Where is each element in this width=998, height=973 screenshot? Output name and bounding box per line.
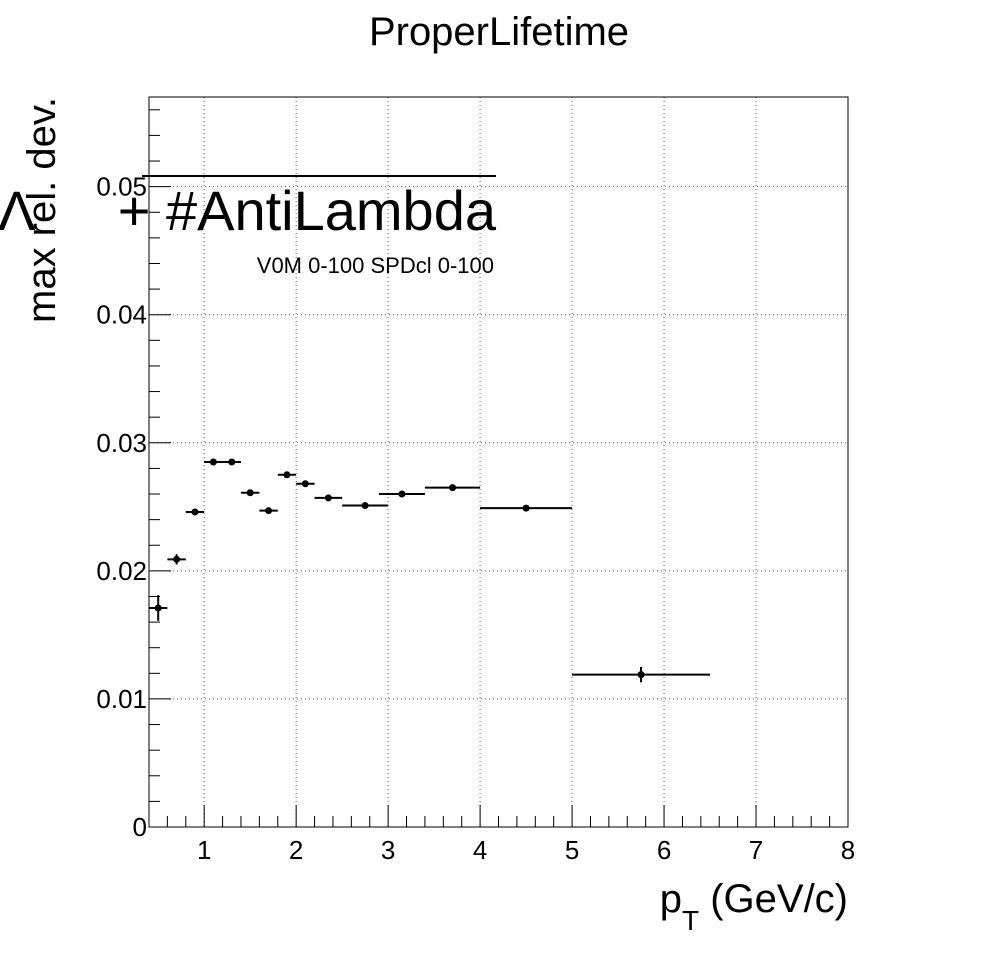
x-axis-label-main: p	[660, 877, 682, 921]
data-point	[259, 507, 278, 515]
data-marker	[265, 507, 273, 515]
x-tick-label: 8	[841, 835, 855, 865]
data-marker	[522, 504, 530, 512]
legend-main-label: + #AntiLambda	[118, 179, 497, 242]
data-marker	[449, 484, 457, 492]
x-axis-label-unit: (GeV/c)	[699, 877, 848, 921]
data-point	[572, 666, 711, 683]
data-marker	[283, 471, 291, 479]
data-point	[204, 458, 223, 466]
data-marker	[637, 671, 645, 679]
data-marker	[228, 458, 236, 466]
x-tick-label: 5	[565, 835, 579, 865]
chart-title: ProperLifetime	[369, 10, 629, 54]
data-point	[342, 502, 389, 510]
data-point	[277, 471, 297, 479]
legend-sub-label: V0M 0-100 SPDcl 0-100	[257, 253, 494, 278]
y-axis-label: max rel. dev.	[20, 97, 64, 323]
data-marker	[173, 555, 181, 563]
x-tick-label: 4	[473, 835, 487, 865]
x-tick-label: 6	[657, 835, 671, 865]
y-tick-label: 0.03	[96, 428, 147, 458]
y-tick-label: 0.05	[96, 172, 147, 202]
legend-lambda-symbol: Λ	[0, 179, 36, 242]
y-tick-label: 0.01	[96, 684, 147, 714]
x-tick-label: 7	[749, 835, 763, 865]
x-axis-label-sub: T	[682, 905, 699, 936]
data-marker	[246, 489, 254, 497]
x-tick-labels: 1 2 3 4 5 6 7 8	[197, 835, 855, 865]
data-point	[296, 480, 315, 488]
data-point	[167, 554, 186, 565]
data-marker	[361, 502, 369, 510]
data-point	[480, 504, 573, 512]
data-marker	[209, 458, 217, 466]
y-tick-label: 0.02	[96, 556, 147, 586]
x-tick-label: 1	[197, 835, 211, 865]
data-point	[149, 595, 168, 621]
data-point	[222, 458, 241, 466]
data-marker	[324, 494, 332, 502]
x-axis-label: pT (GeV/c)	[660, 877, 848, 936]
data-point	[424, 484, 481, 492]
data-point	[378, 490, 425, 498]
x-tick-label: 3	[381, 835, 395, 865]
data-marker	[191, 508, 199, 516]
axis-ticks	[148, 109, 849, 828]
data-point	[240, 489, 260, 497]
data-marker	[154, 604, 162, 612]
data-point	[314, 494, 343, 502]
y-tick-label: 0	[133, 812, 147, 842]
y-tick-label: 0.04	[96, 300, 147, 330]
data-points	[149, 458, 711, 683]
data-point	[185, 508, 205, 516]
x-tick-label: 2	[289, 835, 303, 865]
y-tick-labels: 0 0.01 0.02 0.03 0.04 0.05	[96, 172, 147, 842]
data-marker	[301, 480, 309, 488]
data-marker	[398, 490, 406, 498]
